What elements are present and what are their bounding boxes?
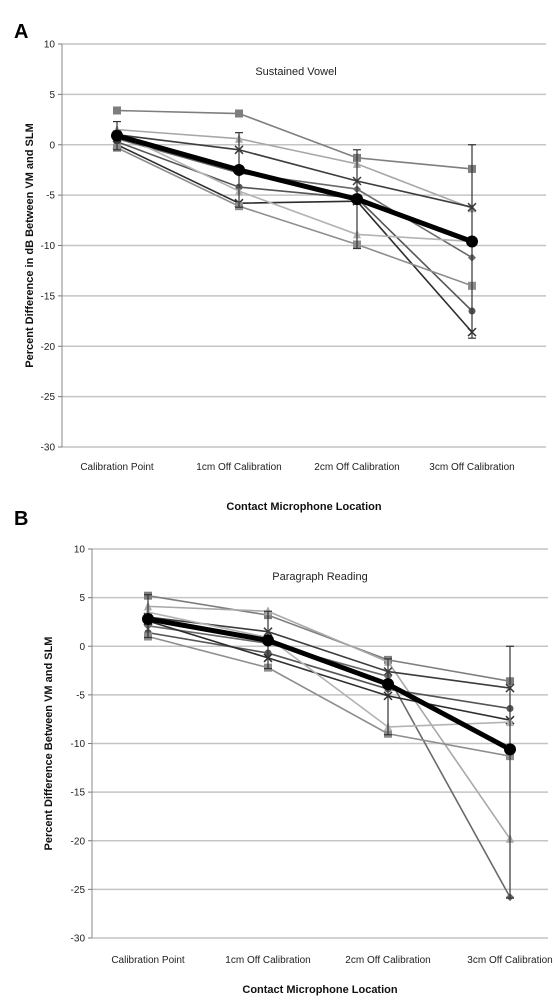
y-tick-label: -10 [41, 241, 56, 252]
chart-panel-a: A 10 5 0 -5 -10 -15 -20 -25 -30 Calibration Point 1… [14, 21, 546, 513]
series-line [147, 620, 511, 721]
y-tick-label: 0 [79, 642, 85, 653]
y-tick-label: -30 [41, 443, 56, 454]
panel-label: A [14, 21, 28, 43]
y-tick-label: -30 [71, 934, 86, 945]
y-axis-label: Percent Difference Between VM and SLM [43, 637, 55, 851]
series-line [116, 140, 473, 312]
y-tick-label: 10 [74, 545, 86, 556]
series-line [147, 631, 511, 710]
x-tick-label: 2cm Off Calibration [314, 462, 399, 473]
series-line [116, 109, 473, 170]
x-axis-label: Contact Microphone Location [242, 984, 398, 996]
series-line [116, 128, 473, 209]
series-line [147, 625, 511, 898]
x-tick-label: 3cm Off Calibration [467, 955, 552, 966]
series-point [113, 106, 121, 115]
y-tick-label: -20 [41, 342, 56, 353]
chart-title: Sustained Vowel [255, 66, 336, 78]
x-tick-label: 3cm Off Calibration [429, 462, 514, 473]
y-tick-label: -15 [41, 291, 56, 302]
x-tick-label: Calibration Point [111, 955, 185, 966]
series-line [116, 133, 473, 208]
series-point [235, 109, 243, 118]
x-tick-label: 1cm Off Calibration [225, 955, 310, 966]
x-tick-label: 2cm Off Calibration [345, 955, 430, 966]
mean-series-line [147, 616, 512, 752]
y-tick-label: 5 [79, 593, 85, 604]
series-line [116, 147, 473, 287]
mean-series-point [233, 163, 245, 176]
y-tick-label: -5 [76, 690, 85, 701]
series-line [147, 611, 511, 728]
mean-series-point [262, 634, 274, 647]
y-tick-label: -10 [71, 739, 86, 750]
series-line [147, 594, 511, 683]
mean-series-point [382, 678, 394, 691]
chart-title: Paragraph Reading [272, 571, 367, 583]
series-line [116, 137, 473, 259]
x-axis-label: Contact Microphone Location [226, 501, 382, 513]
panel-label: B [14, 508, 28, 530]
y-tick-label: 5 [49, 90, 55, 101]
y-axis-label: Percent Difference in dB Between VM and … [24, 123, 36, 368]
x-tick-label: Calibration Point [80, 462, 154, 473]
mean-series-point [142, 613, 154, 626]
series-line [147, 635, 511, 757]
y-tick-label: -15 [71, 788, 86, 799]
y-tick-label: -5 [46, 191, 55, 202]
y-tick-label: -25 [71, 885, 86, 896]
series-line [116, 144, 473, 333]
chart-panel-b: B 10 5 0 -5 -10 -15 -20 -25 -30 Calibration Point 1… [14, 508, 553, 996]
y-tick-label: 0 [49, 140, 55, 151]
mean-series-line [116, 133, 473, 244]
x-tick-label: 1cm Off Calibration [196, 462, 281, 473]
mean-series-point [351, 193, 363, 206]
series-line [147, 605, 511, 840]
mean-series-point [504, 743, 516, 756]
y-tick-label: -20 [71, 836, 86, 847]
mean-series-point [111, 129, 123, 142]
series-line [116, 131, 473, 243]
y-tick-label: -25 [41, 392, 56, 403]
mean-series-point [466, 235, 478, 248]
y-tick-label: 10 [44, 40, 56, 51]
